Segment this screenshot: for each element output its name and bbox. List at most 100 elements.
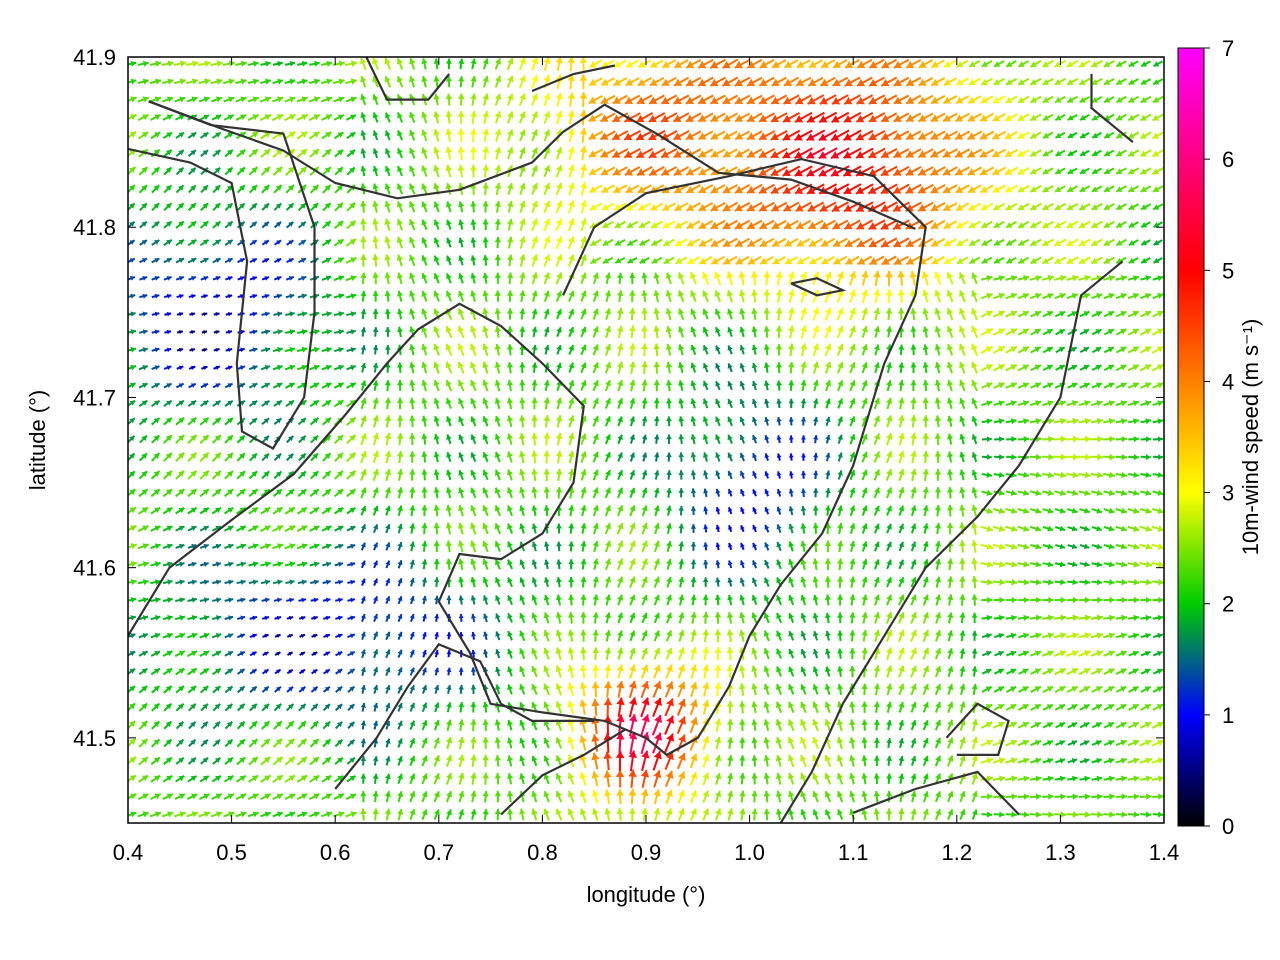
wind-vector-1050 <box>495 595 501 605</box>
wind-vector-1151 <box>690 577 697 588</box>
wind-vector-1191 <box>137 561 149 568</box>
wind-vector-772 <box>211 650 222 657</box>
wind-vector-1237 <box>703 559 709 569</box>
wind-vector-1262 <box>1005 561 1018 568</box>
wind-vector-1490 <box>678 505 685 516</box>
wind-vector-628 <box>531 683 538 696</box>
wind-vector-219 <box>727 772 734 785</box>
wind-vector-1452 <box>211 506 222 515</box>
wind-vector-130 <box>677 789 685 804</box>
wind-vector-671 <box>1054 685 1066 694</box>
wind-vector-897 <box>702 629 710 643</box>
wind-vector-1225 <box>556 559 562 570</box>
wind-vector-224 <box>787 772 795 785</box>
wind-vector-1087 <box>947 594 954 606</box>
wind-vector-856 <box>199 632 210 639</box>
wind-vector-1450 <box>187 506 198 515</box>
wind-vector-1106 <box>137 579 149 586</box>
wind-vector-1492 <box>703 506 709 515</box>
wind-vector-470 <box>676 716 686 735</box>
wind-vector-1438 <box>1079 525 1090 532</box>
wind-vector-384 <box>664 733 675 753</box>
wind-vector-388 <box>714 736 722 750</box>
wind-vector-743 <box>898 665 905 678</box>
x-tick-label-0: 0.4 <box>113 840 144 865</box>
wind-vector-1376 <box>321 525 332 532</box>
wind-vector-329 <box>1030 757 1042 764</box>
wind-vector-184 <box>296 774 308 783</box>
wind-vector-467 <box>640 714 650 737</box>
wind-vector-679 <box>1152 685 1164 693</box>
wind-vector-1182 <box>1067 579 1078 586</box>
wind-vector-915 <box>922 629 930 642</box>
wind-vector-1076 <box>812 594 819 606</box>
wind-vector-68 <box>959 809 966 820</box>
wind-vector-1481 <box>568 505 575 517</box>
wind-vector-1079 <box>849 594 856 606</box>
wind-vector-326 <box>992 757 1006 764</box>
wind-vector-819 <box>788 648 795 659</box>
wind-vector-862 <box>274 633 281 639</box>
wind-vector-447 <box>397 720 403 730</box>
wind-vector-410 <box>980 739 994 747</box>
wind-vector-1049 <box>482 595 489 605</box>
wind-vector-771 <box>199 650 210 657</box>
wind-vector-968 <box>531 612 538 624</box>
wind-vector-951 <box>323 615 331 621</box>
wind-vector-99 <box>296 793 308 801</box>
wind-vector-1219 <box>482 558 489 570</box>
wind-vector-490 <box>922 719 929 731</box>
x-tick-label-5: 0.9 <box>631 840 662 865</box>
wind-vector-851 <box>138 633 149 639</box>
wind-vector-60 <box>861 808 868 821</box>
wind-vector-369 <box>482 737 489 749</box>
wind-vector-537 <box>458 701 465 713</box>
wind-vector-280 <box>433 754 440 767</box>
wind-vector-1444 <box>1151 525 1164 532</box>
wind-vector-574 <box>910 701 917 713</box>
wind-vector-1309 <box>543 541 550 552</box>
wind-vector-936 <box>138 615 149 621</box>
wind-vector-789 <box>422 649 427 658</box>
wind-vector-535 <box>433 702 440 713</box>
wind-vector-52 <box>763 808 770 821</box>
wind-vector-313 <box>836 754 844 767</box>
wind-vector-43 <box>653 808 661 821</box>
wind-vector-295 <box>615 750 625 771</box>
wind-vector-653 <box>837 683 844 695</box>
wind-vector-1136 <box>507 577 513 588</box>
wind-vector-512 <box>151 702 161 712</box>
wind-vector-228 <box>836 772 844 785</box>
wind-vector-1152 <box>702 577 709 587</box>
wind-vector-775 <box>249 651 258 657</box>
wind-vector-363 <box>409 737 416 749</box>
wind-vector-742 <box>885 665 893 678</box>
wind-vector-1273 <box>1139 561 1153 568</box>
wind-vector-781 <box>323 651 331 657</box>
wind-vector-1451 <box>199 506 210 515</box>
wind-vector-221 <box>751 773 758 785</box>
wind-vector-398 <box>836 736 844 750</box>
colorbar-tick-label-4: 4 <box>1222 369 1234 394</box>
wind-vector-29 <box>482 808 489 821</box>
wind-vector-332 <box>1067 758 1078 764</box>
wind-vector-641 <box>690 681 698 697</box>
wind-vector-1101 <box>1115 596 1128 604</box>
wind-vector-1176 <box>992 578 1006 586</box>
wind-vector-1095 <box>1042 596 1054 604</box>
wind-vector-928 <box>1078 632 1092 639</box>
wind-vector-710 <box>495 666 501 677</box>
wind-vector-74 <box>1029 811 1042 818</box>
wind-vector-1171 <box>934 576 942 588</box>
wind-vector-1496 <box>752 506 757 515</box>
wind-vector-18 <box>345 811 358 818</box>
wind-vector-1039 <box>360 596 366 604</box>
wind-vector-1407 <box>703 524 709 533</box>
wind-vector-1467 <box>397 505 404 516</box>
wind-vector-1226 <box>568 559 575 570</box>
wind-vector-889 <box>604 630 612 642</box>
wind-vector-715 <box>555 665 563 678</box>
wind-vector-341 <box>138 738 149 748</box>
wind-vector-248 <box>1079 775 1090 782</box>
wind-vector-146 <box>873 790 880 803</box>
